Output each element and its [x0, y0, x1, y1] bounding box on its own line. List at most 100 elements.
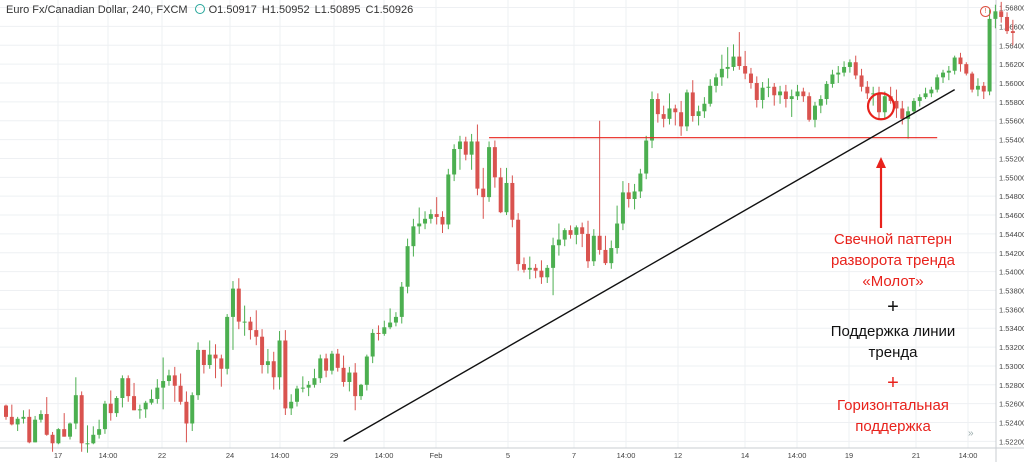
candle-body [306, 384, 311, 388]
annotation-hammer-line2: разворота тренда [830, 252, 956, 269]
chart-header: Euro Fx/Canadian Dollar, 240, FXCM O1.509… [6, 4, 418, 16]
candle-body [62, 429, 67, 437]
y-tick-label: 1.52800 [999, 381, 1024, 390]
candle-body [783, 91, 788, 100]
candle-body [632, 191, 637, 200]
candle-body [446, 174, 451, 225]
candle-body [510, 182, 515, 220]
candle-body [126, 378, 131, 397]
candle-body [68, 423, 73, 437]
candle-body [754, 82, 759, 100]
candle-body [696, 111, 701, 117]
annotation-hammer-line3: «Молот» [862, 273, 924, 290]
candle-body [260, 336, 265, 366]
symbol-title[interactable]: Euro Fx/Canadian Dollar, 240, FXCM [6, 4, 188, 16]
candle-body [684, 92, 689, 127]
candle-body [743, 66, 748, 74]
candle-body [591, 235, 596, 262]
x-tick-label: 22 [158, 451, 166, 460]
candle-body [283, 340, 288, 409]
candle-body [324, 358, 329, 371]
candle-body [958, 57, 963, 65]
status-dot-icon [194, 4, 205, 14]
x-tick-label: 29 [330, 451, 338, 460]
candle-body [533, 267, 538, 271]
candle-body [923, 93, 928, 98]
candle-body [917, 97, 922, 101]
candle-body [411, 226, 416, 247]
candle-body [638, 173, 643, 192]
candle-body [475, 141, 480, 189]
candle-body [38, 414, 43, 420]
annotation-trend-support: Поддержка линии тренда [818, 321, 968, 363]
candle-body [702, 103, 707, 112]
candle-body [277, 340, 282, 378]
y-tick-label: 1.56600 [999, 22, 1024, 31]
candle-body [562, 230, 567, 240]
x-tick-label: 24 [226, 451, 234, 460]
x-tick-label: 21 [912, 451, 920, 460]
scroll-right-icon[interactable]: » [968, 428, 974, 439]
candle-body [812, 105, 817, 120]
candle-body [463, 141, 468, 155]
candle-body [155, 387, 160, 399]
candle-body [335, 353, 340, 368]
candle-body [85, 443, 90, 445]
candle-body [248, 321, 253, 331]
candle-body [580, 227, 585, 234]
candle-body [295, 388, 299, 402]
candle-body [225, 316, 230, 369]
candle-body [114, 398, 119, 414]
candle-body [341, 367, 346, 382]
y-tick-label: 1.55600 [999, 117, 1024, 126]
candle-body [929, 89, 934, 94]
candle-body [393, 316, 398, 323]
candle-body [1010, 31, 1015, 34]
candle-body [370, 332, 375, 357]
candle-body [271, 361, 276, 378]
candle-body [807, 96, 812, 120]
y-tick-label: 1.52400 [999, 419, 1024, 428]
y-tick-label: 1.56400 [999, 41, 1024, 50]
y-tick-label: 1.52600 [999, 400, 1024, 409]
candle-body [824, 83, 829, 100]
candle-body [498, 177, 503, 213]
candle-body [190, 395, 195, 424]
candle-body [452, 149, 457, 175]
y-tick-label: 1.54000 [999, 268, 1024, 277]
candle-body [469, 141, 474, 155]
candle-body [56, 429, 61, 444]
candle-body [882, 96, 887, 113]
candle-body [877, 93, 881, 113]
candle-body [27, 416, 32, 443]
candle-body [15, 418, 20, 425]
candle-body [44, 414, 49, 435]
ohlc-high: H1.50952 [261, 4, 310, 16]
y-tick-label: 1.52200 [999, 437, 1024, 446]
x-tick-label: 14:00 [375, 451, 394, 460]
x-tick-label: 14:00 [959, 451, 978, 460]
candle-body [457, 141, 462, 150]
candle-body [172, 375, 177, 386]
candle-body [946, 70, 951, 73]
candle-body [108, 403, 113, 414]
candle-body [708, 85, 713, 104]
candle-body [778, 91, 783, 96]
ohlc-close: C1.50926 [365, 4, 414, 16]
candle-body [760, 87, 765, 100]
candle-body [952, 57, 957, 71]
candle-body [388, 322, 393, 328]
hammer-arrow-head [876, 157, 886, 168]
candle-body [795, 91, 800, 97]
candle-body [615, 223, 620, 249]
candle-body [539, 270, 544, 278]
annotation-horizontal-support: Горизонтальная поддержка [818, 395, 968, 437]
candle-body [382, 327, 387, 334]
candle-body [376, 332, 381, 334]
y-tick-label: 1.55800 [999, 98, 1024, 107]
candle-body [626, 192, 631, 200]
candle-body [481, 188, 486, 198]
y-tick-label: 1.56200 [999, 60, 1024, 69]
candle-body [236, 288, 241, 322]
alert-icon[interactable]: ! [980, 6, 991, 17]
